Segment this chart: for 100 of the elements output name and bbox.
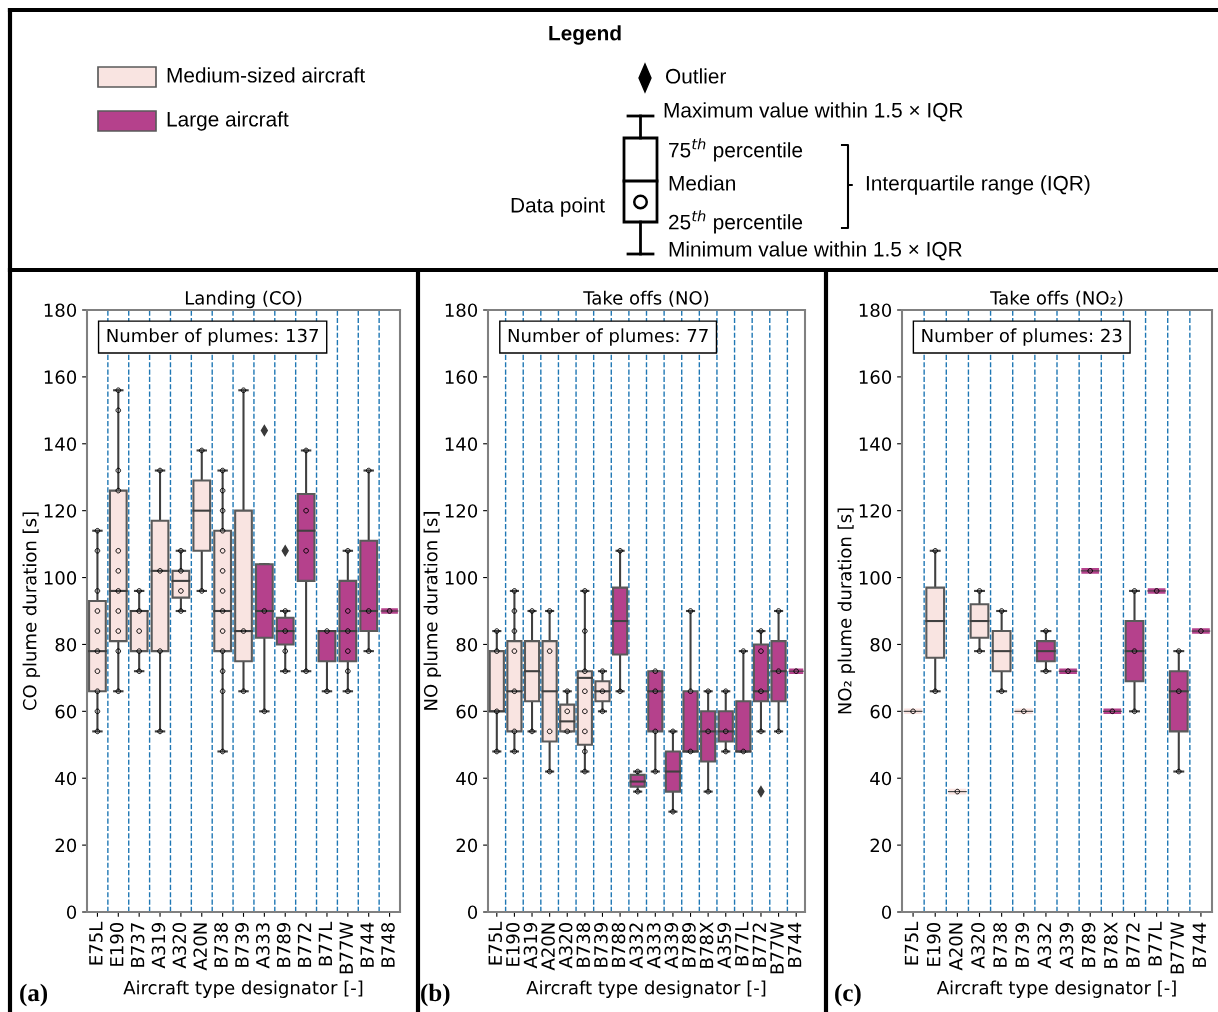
y-tick-label: 80 [55, 637, 77, 652]
y-tick-label: 20 [870, 838, 892, 853]
x-tick-label: B738 [576, 922, 591, 967]
x-tick-label: B788 [611, 922, 626, 967]
x-tick-label: B737 [130, 923, 145, 967]
y-tick-label: 100 [445, 571, 478, 585]
x-tick-label: B739 [1015, 922, 1030, 967]
x-tick-label: B78X [1103, 922, 1118, 968]
y-tick-label: 40 [870, 771, 892, 786]
x-tick-label: A20N [948, 923, 963, 971]
annotation: Number of plumes: 137 [107, 328, 318, 346]
x-tick-label: A319 [151, 922, 166, 969]
y-tick-label: 120 [44, 504, 77, 518]
x-tick-label: A20N [541, 923, 555, 971]
y-tick-label: 160 [445, 370, 478, 385]
y-tick-label: 20 [456, 838, 478, 853]
x-tick-label: A339 [664, 922, 679, 969]
x-tick-label: B772 [752, 923, 766, 967]
text: Maximum value within 1.5 × IQR [664, 102, 963, 122]
x-tick-label: B78X [699, 922, 714, 968]
y-tick-label: 0 [66, 905, 77, 920]
y-tick-label: 180 [445, 303, 478, 318]
y-tick-label: 120 [445, 504, 478, 518]
x-tick-label: A320 [558, 922, 573, 969]
x-tick-label: A319 [523, 922, 538, 969]
y-tick-label: 20 [55, 838, 77, 853]
x-tick-label: A320 [971, 922, 985, 969]
text: Interquartile range (IQR) [866, 175, 1090, 195]
y-tick-label: 40 [456, 771, 478, 786]
text: Legend [549, 25, 621, 45]
annotation: Number of plumes: 77 [508, 328, 708, 346]
y-tick-label: 80 [870, 637, 892, 652]
text: (c) [835, 983, 861, 1007]
x-tick-label: B789 [682, 922, 696, 967]
y-tick-label: 60 [55, 704, 77, 719]
annotation: Number of plumes: 23 [922, 328, 1122, 346]
y-axis-title: CO plume duration [s] [22, 512, 41, 711]
x-tick-label: E190 [926, 922, 941, 966]
x-tick-label: B77L [1148, 921, 1162, 966]
text: Median [669, 175, 735, 191]
x-tick-label: B739 [235, 922, 249, 967]
y-tick-label: 0 [467, 905, 478, 920]
text: Outlier [665, 68, 727, 84]
text: Data point [511, 197, 605, 217]
chart-title: Landing (CO) [185, 290, 302, 309]
y-tick-label: 160 [859, 370, 892, 385]
text: (a) [20, 983, 48, 1007]
y-tick-label: 100 [859, 571, 892, 585]
text: (b) [421, 983, 450, 1007]
y-tick-label: 160 [44, 370, 77, 385]
x-tick-label: B789 [1081, 922, 1096, 967]
x-tick-label: B77W [770, 922, 784, 974]
x-tick-label: B789 [276, 922, 291, 967]
x-axis-title: Aircraft type designator [-] [526, 980, 766, 998]
y-tick-label: 100 [44, 571, 77, 585]
x-tick-label: B744 [1192, 922, 1206, 967]
y-tick-label: 140 [44, 437, 77, 451]
x-tick-label: E190 [109, 922, 124, 966]
x-tick-label: E190 [506, 922, 520, 966]
x-tick-label: B739 [594, 922, 608, 967]
x-tick-label: A20N [193, 923, 208, 971]
x-tick-label: B738 [214, 922, 228, 967]
x-tick-label: A359 [717, 922, 731, 969]
y-tick-label: 80 [456, 637, 478, 652]
x-tick-label: A332 [629, 923, 643, 969]
x-axis-title: Aircraft type designator [-] [936, 980, 1176, 998]
text: 75$^{th}$ percentile [669, 138, 803, 162]
x-axis-title: Aircraft type designator [-] [123, 980, 363, 998]
y-tick-label: 180 [859, 303, 892, 318]
x-tick-label: E75L [89, 921, 103, 965]
x-tick-label: E75L [904, 921, 919, 965]
chart-title: Take offs (NO₂) [990, 290, 1123, 307]
text: Minimum value within 1.5 × IQR [669, 241, 962, 261]
y-tick-label: 140 [859, 437, 892, 451]
y-tick-label: 120 [859, 504, 892, 518]
x-tick-label: B744 [360, 922, 374, 967]
y-tick-label: 140 [445, 437, 478, 451]
y-axis-title: NO₂ plume duration [s] [837, 508, 856, 714]
x-tick-label: B77W [1170, 922, 1184, 974]
y-tick-label: 0 [881, 905, 892, 920]
legend-label: Medium-sized aircraft [167, 67, 365, 83]
x-tick-label: A339 [1059, 922, 1074, 969]
x-tick-label: B77W [339, 922, 353, 974]
x-tick-label: B744 [788, 922, 802, 967]
x-tick-label: B738 [993, 922, 1007, 967]
y-tick-label: 60 [456, 704, 478, 719]
x-tick-label: A333 [255, 923, 270, 969]
x-tick-label: B772 [297, 923, 312, 967]
chart-title: Take offs (NO) [583, 290, 709, 307]
y-tick-label: 60 [870, 704, 892, 719]
x-tick-label: B748 [381, 922, 395, 967]
x-tick-label: B772 [1126, 923, 1140, 967]
text: 25$^{th}$ percentile [669, 210, 803, 234]
x-tick-label: B77L [318, 921, 332, 966]
x-tick-label: E75L [488, 921, 503, 965]
x-tick-label: A320 [172, 922, 187, 969]
x-tick-label: A332 [1037, 923, 1052, 969]
x-tick-label: B77L [735, 921, 749, 966]
x-tick-label: A333 [646, 923, 661, 969]
y-tick-label: 180 [44, 303, 77, 318]
